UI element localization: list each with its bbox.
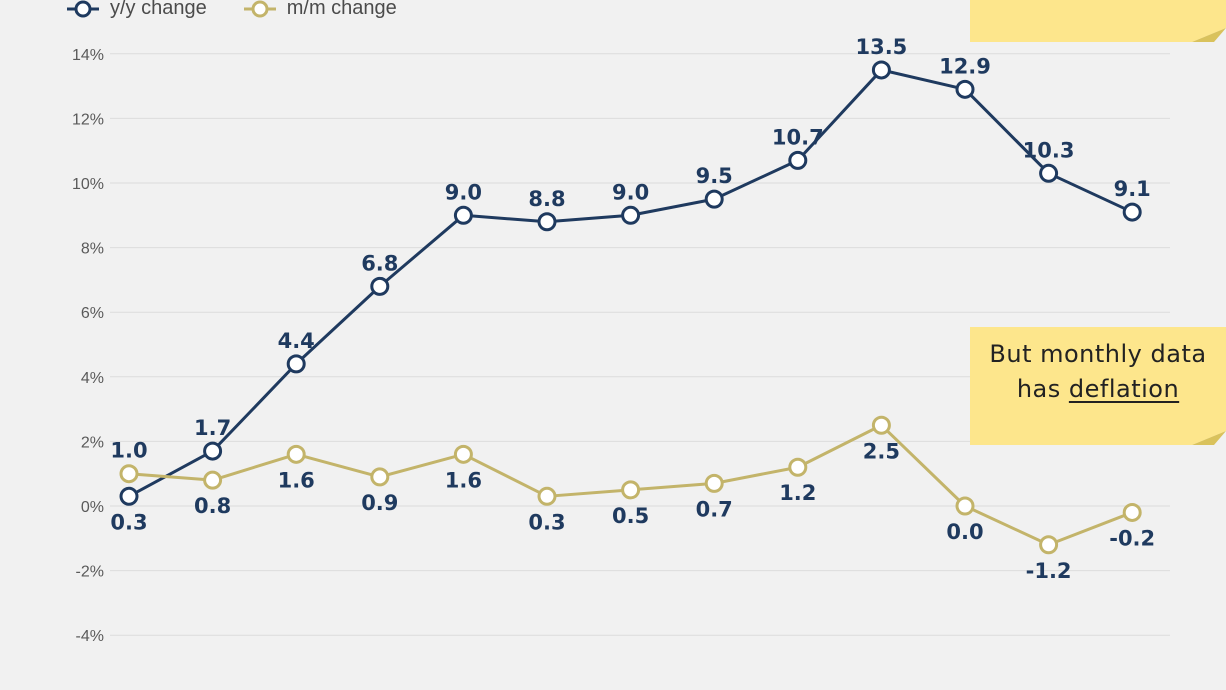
- data-label-mm: -1.2: [1026, 559, 1072, 583]
- data-point-yy: [1039, 163, 1059, 183]
- note-fold-top: [1192, 28, 1226, 42]
- data-point-mm: [453, 444, 473, 464]
- data-label-mm: -0.2: [1109, 526, 1155, 550]
- data-point-yy: [955, 79, 975, 99]
- data-label-yy: 9.5: [696, 164, 733, 188]
- legend-marker-mm: [243, 0, 276, 17]
- data-point-yy: [453, 205, 473, 225]
- legend-marker-yy: [67, 0, 99, 17]
- y-tick-label: 8%: [81, 241, 104, 258]
- data-point-yy: [704, 189, 724, 209]
- data-point-yy: [871, 60, 891, 80]
- data-point-yy: [203, 441, 223, 461]
- data-label-mm: 0.8: [194, 494, 231, 518]
- note-underlined-word: deflation: [1068, 375, 1180, 403]
- data-label-mm: 0.5: [612, 504, 649, 528]
- data-point-mm: [621, 480, 641, 500]
- note-line-1: But monthly data: [989, 340, 1207, 368]
- data-label-mm: 1.6: [445, 468, 482, 492]
- y-tick-label: 6%: [81, 305, 104, 322]
- y-tick-label: 4%: [81, 370, 104, 387]
- legend-label-mm: m/m change: [286, 0, 397, 19]
- note-fold: [1192, 431, 1226, 445]
- data-label-mm: 1.6: [278, 468, 315, 492]
- data-label-yy: 9.1: [1114, 177, 1151, 201]
- data-point-yy: [119, 486, 139, 506]
- y-tick-label: 0%: [81, 499, 104, 516]
- legend-item-mm: m/m change: [243, 0, 397, 20]
- data-point-mm: [955, 496, 975, 516]
- y-tick-label: 2%: [81, 434, 104, 451]
- data-point-mm: [537, 486, 557, 506]
- data-point-yy: [788, 150, 808, 170]
- data-point-yy: [1122, 202, 1142, 222]
- data-point-mm: [1122, 502, 1142, 522]
- y-tick-label: -2%: [76, 564, 104, 581]
- data-label-mm: 0.7: [696, 497, 733, 521]
- data-point-mm: [788, 457, 808, 477]
- data-label-mm: 2.5: [863, 439, 900, 463]
- data-labels: 0.3 1.7 4.4 6.8 9.0 8.8 9.0 9.5 10.7 13.5 12.9 10.3…: [110, 35, 1155, 583]
- y-tick-label: 12%: [72, 111, 104, 128]
- legend: y/y change m/m change: [66, 0, 433, 20]
- data-point-mm: [704, 473, 724, 493]
- data-label-mm: 0.3: [528, 510, 565, 534]
- data-point-mm: [1039, 535, 1059, 555]
- data-label-yy: 0.3: [110, 510, 147, 534]
- data-point-mm: [286, 444, 306, 464]
- data-label-mm: 0.9: [361, 491, 398, 515]
- data-label-mm: 0.0: [946, 520, 983, 544]
- note-line-2: has deflation: [970, 372, 1226, 407]
- legend-label-yy: y/y change: [110, 0, 207, 19]
- data-point-mm: [871, 415, 891, 435]
- data-point-yy: [370, 276, 390, 296]
- data-label-yy: 10.3: [1023, 138, 1075, 162]
- data-point-mm: [370, 467, 390, 487]
- note-line-2-prefix: has: [1016, 375, 1061, 403]
- data-label-yy: 8.8: [528, 187, 565, 211]
- series-layer: [119, 60, 1142, 555]
- data-label-mm: 1.0: [110, 439, 147, 463]
- y-tick-label: -4%: [76, 628, 104, 645]
- data-point-yy: [621, 205, 641, 225]
- data-label-yy: 12.9: [939, 54, 991, 78]
- data-point-yy: [537, 212, 557, 232]
- data-label-mm: 1.2: [779, 481, 816, 505]
- data-point-yy: [286, 354, 306, 374]
- y-tick-label: 10%: [72, 176, 104, 193]
- data-point-mm: [119, 464, 139, 484]
- data-label-yy: 9.0: [612, 180, 649, 204]
- y-axis-tick-labels: -4% -2% 0% 2% 4% 6% 8% 10% 12% 14%: [72, 47, 104, 645]
- legend-item-yy: y/y change: [66, 0, 207, 20]
- sticky-note-top: [970, 0, 1226, 42]
- data-label-yy: 9.0: [445, 180, 482, 204]
- data-point-mm: [203, 470, 223, 490]
- note-text: But monthly data has deflation: [970, 337, 1226, 407]
- data-label-yy: 10.7: [772, 125, 824, 149]
- data-label-yy: 4.4: [278, 329, 315, 353]
- data-label-yy: 13.5: [855, 35, 907, 59]
- data-label-yy: 1.7: [194, 416, 231, 440]
- data-label-yy: 6.8: [361, 251, 398, 275]
- y-tick-label: 14%: [72, 47, 104, 64]
- sticky-note: But monthly data has deflation: [970, 327, 1226, 445]
